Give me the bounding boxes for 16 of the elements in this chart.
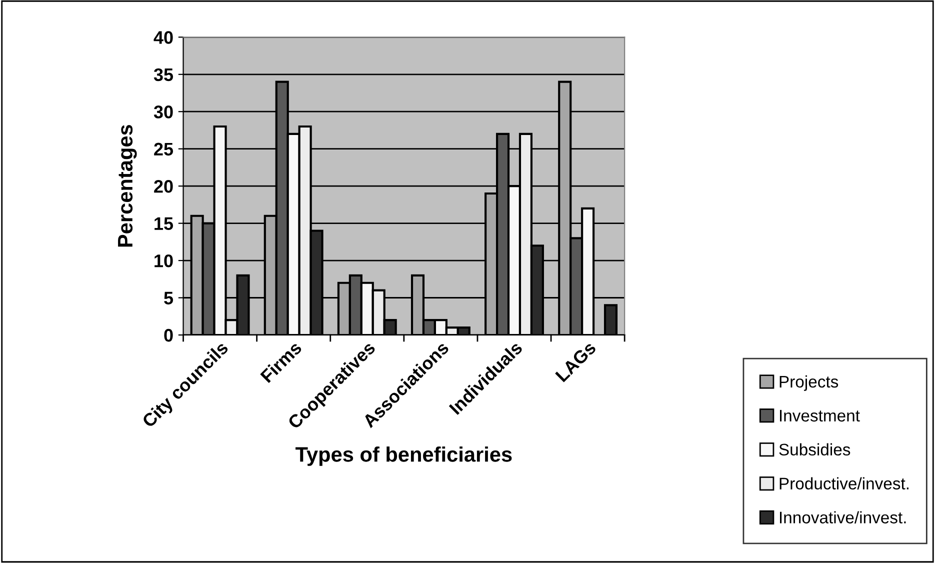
y-axis-title: Percentages [118,124,137,247]
y-tick-label: 15 [154,217,174,230]
legend-label: Productive/invest. [780,477,908,490]
x-axis-title: Types of beneficiaries [296,446,512,466]
y-tick-label: 40 [154,31,173,44]
legend-label: Innovative/invest. [780,511,906,524]
y-tick-label: 0 [164,328,173,342]
y-tick-label: 20 [154,180,173,193]
legend-label: Subsidies [779,443,850,456]
y-tick-label: 5 [164,292,174,304]
y-tick-label: 35 [154,68,174,82]
y-tick-label: 30 [154,106,173,118]
legend-label: Investment [780,410,860,422]
y-tick-label: 25 [154,142,174,156]
y-tick-label: 10 [154,254,173,268]
legend-label: Projects [780,375,838,391]
